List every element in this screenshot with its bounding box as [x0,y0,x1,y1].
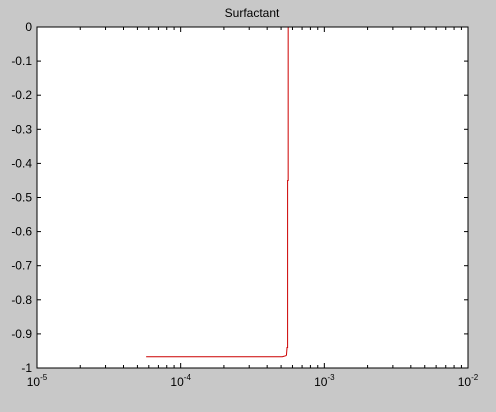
y-tick-label: -1 [21,361,32,375]
tick-label-layer: 0-0.1-0.2-0.3-0.4-0.5-0.6-0.7-0.8-0.9-11… [11,20,478,389]
axes-box [36,26,469,369]
y-tick-label: -0.9 [11,327,32,341]
x-tick-label: 10-4 [170,373,191,389]
y-tick-label: -0.5 [11,191,32,205]
x-tick-label: 10-2 [458,373,479,389]
y-tick-label: -0.4 [11,156,32,170]
chart-title: Surfactant [225,6,280,20]
x-tick-label: 10-5 [27,373,48,389]
series-line [146,27,289,358]
y-tick-label: -0.2 [11,88,32,102]
y-tick-label: -0.3 [11,122,32,136]
x-tick-label: 10-3 [314,373,335,389]
y-tick-label: -0.8 [11,293,32,307]
y-tick-label: 0 [25,20,32,34]
series-layer [146,27,289,358]
y-tick-label: -0.6 [11,225,32,239]
y-tick-label: -0.1 [11,54,32,68]
plot-area [37,27,468,368]
y-tick-label: -0.7 [11,259,32,273]
